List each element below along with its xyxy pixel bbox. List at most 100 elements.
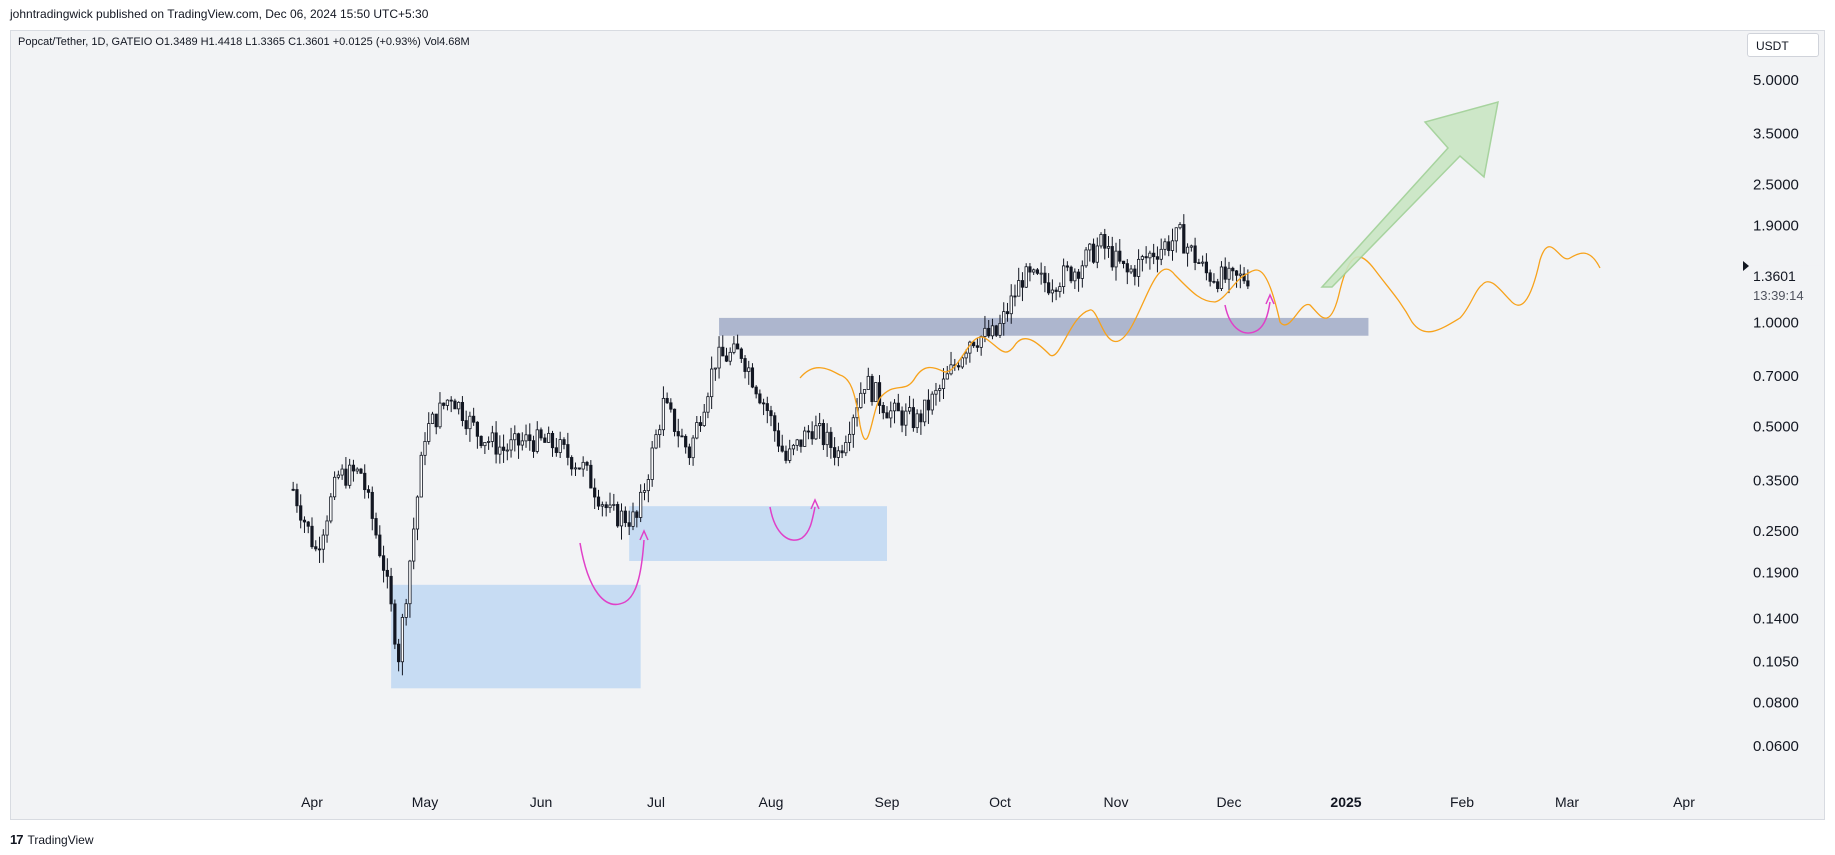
candle — [498, 435, 502, 464]
candle — [885, 406, 889, 419]
candle — [732, 336, 736, 355]
candle — [1155, 246, 1160, 273]
candle-body — [528, 434, 532, 442]
candle-body — [874, 382, 878, 403]
candle-body — [516, 433, 521, 446]
candle — [870, 373, 874, 406]
candle — [378, 525, 382, 558]
candle — [400, 613, 405, 676]
candle — [501, 434, 506, 463]
candle — [483, 442, 487, 455]
candle — [479, 435, 483, 449]
candle — [702, 404, 706, 427]
rounded-bottom-curve-2 — [769, 506, 816, 541]
candle — [306, 520, 310, 534]
candle-body — [877, 382, 882, 406]
candle — [1208, 269, 1212, 287]
time-tick-label: May — [412, 794, 438, 810]
candle — [374, 512, 378, 539]
candle-body — [460, 401, 465, 421]
candle — [516, 432, 521, 459]
candle — [1076, 268, 1081, 292]
candle — [736, 334, 740, 350]
candle-body — [585, 461, 589, 466]
candle — [833, 437, 837, 466]
currency-selector[interactable]: USDT — [1747, 33, 1819, 57]
candle — [1182, 214, 1186, 254]
candle — [524, 424, 528, 448]
symbol-legend[interactable]: Popcat/Tether, 1D, GATEIO O1.3489 H1.441… — [18, 36, 470, 48]
candle — [769, 405, 773, 427]
candle-body — [490, 432, 494, 442]
price-tick-label: 0.0800 — [1753, 695, 1799, 712]
candle — [332, 471, 337, 501]
candle — [449, 396, 453, 413]
candle — [960, 355, 964, 369]
candle — [949, 351, 953, 376]
candle — [408, 559, 412, 618]
candle — [566, 432, 570, 466]
candle — [1065, 261, 1069, 272]
candle-body — [814, 425, 818, 440]
candle-body — [570, 457, 574, 470]
candle — [423, 432, 427, 466]
candle-body — [904, 410, 908, 426]
rounded-bottom-curve-3 — [1224, 301, 1271, 334]
candle — [543, 433, 547, 443]
candle — [1106, 236, 1111, 258]
ma-line — [799, 246, 1601, 440]
candle — [1163, 238, 1167, 256]
candle-body — [505, 449, 509, 452]
candle-body — [736, 343, 740, 350]
price-tick-label: 0.1050 — [1753, 654, 1799, 671]
candle-body — [397, 643, 401, 663]
candle-body — [926, 399, 931, 411]
candle-body — [498, 446, 502, 455]
candle — [593, 478, 597, 510]
candle-body — [336, 474, 340, 478]
candle — [1118, 239, 1122, 264]
last-price-box — [1748, 265, 1822, 310]
candle-body — [1129, 268, 1133, 273]
candle — [761, 398, 766, 416]
candle — [344, 457, 348, 489]
candle-body — [773, 415, 777, 432]
curve-arrowhead — [810, 498, 820, 510]
candle-body — [442, 402, 446, 406]
candle-body — [698, 422, 703, 426]
candle — [1204, 253, 1208, 281]
candle-body — [1137, 258, 1141, 277]
candle-body — [1080, 265, 1084, 279]
candle-body — [1163, 241, 1167, 250]
candle — [930, 391, 934, 415]
price-axis: 5.0000 3.5000 2.5000 1.9000 1.0000 0.7000 0.50… — [1743, 72, 1822, 755]
candle — [1231, 266, 1235, 281]
candle-body — [479, 435, 483, 447]
candle-body — [1140, 256, 1144, 260]
candle — [430, 411, 435, 425]
candle-body — [348, 464, 352, 486]
candle-body — [389, 575, 393, 605]
candle-body — [676, 431, 680, 437]
candle — [291, 481, 295, 492]
candle-body — [739, 348, 743, 359]
candle — [938, 384, 942, 402]
candle — [570, 455, 574, 476]
candle-body — [412, 528, 416, 562]
price-tick-label: 0.2500 — [1753, 523, 1799, 540]
candle-body — [825, 431, 829, 446]
candle — [397, 638, 401, 672]
candle-body — [1148, 252, 1152, 259]
candle — [747, 360, 751, 385]
candle — [363, 464, 367, 499]
candle — [623, 506, 627, 528]
candle-body — [975, 345, 980, 348]
candle-body — [1242, 273, 1246, 282]
candle — [654, 429, 658, 450]
candle-body — [1238, 273, 1242, 276]
candle-body — [1246, 280, 1250, 287]
candle-body — [1182, 224, 1186, 254]
candle-body — [1043, 272, 1047, 284]
candle — [1110, 236, 1114, 271]
